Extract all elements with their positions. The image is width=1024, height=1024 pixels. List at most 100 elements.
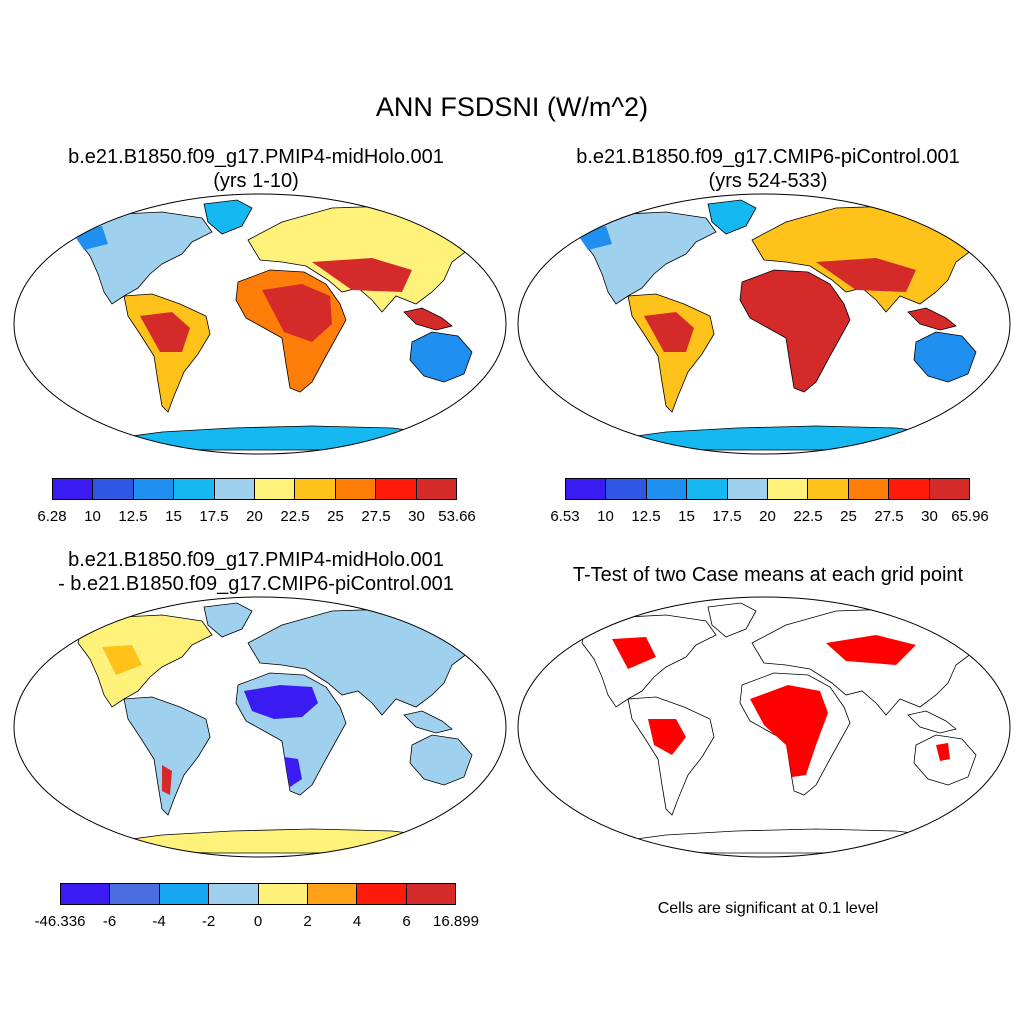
colorbar-tick-label: 4 [352, 913, 362, 930]
colorbar-tick-label: -2 [201, 913, 216, 930]
colorbar-tick-label: 27.5 [874, 508, 904, 525]
colorbar-cell [174, 479, 215, 499]
colorbar-cell [808, 479, 849, 499]
colorbar-cell [687, 479, 728, 499]
map-border [517, 193, 1011, 455]
colorbar-tick-label: 22.5 [793, 508, 823, 525]
region-asia-high [312, 258, 412, 292]
colorbar-cell [307, 884, 358, 904]
panel-title-midholo-line1: b.e21.B1850.f09_g17.PMIP4-midHolo.001 [68, 146, 444, 168]
colorbar-cell [61, 884, 111, 904]
colorbar-tick-label: -46.336 [34, 913, 86, 930]
colorbar-tick-label: 30 [921, 508, 938, 525]
panel-title-difference-line1: b.e21.B1850.f09_g17.PMIP4-midHolo.001 [68, 549, 444, 571]
significant-region [750, 685, 828, 777]
land-namerica [581, 614, 717, 708]
colorbar-midholo [52, 478, 457, 500]
colorbar-cell [406, 884, 455, 904]
colorbar-tick-label: 25 [840, 508, 857, 525]
colorbar-cell [93, 479, 134, 499]
colorbar-tick-label: 20 [759, 508, 776, 525]
region-north-america-high [102, 645, 142, 675]
significant-region [826, 635, 916, 665]
colorbar-cell [727, 479, 769, 499]
colorbar-tick-label: 25 [327, 508, 344, 525]
colorbar-cell [255, 479, 296, 499]
colorbar-tick-label: -6 [102, 913, 117, 930]
colorbar-cell [295, 479, 336, 499]
land-greenland [707, 199, 757, 235]
colorbar-cell [335, 479, 377, 499]
colorbar-tick-label: 2 [303, 913, 312, 930]
colorbar-ticks-midholo: 6.28 10 12.5 15 17.5 20 22.5 25 27.5 30 53.66 [37, 508, 475, 528]
land-greenland [707, 602, 757, 638]
land-namerica [77, 614, 213, 708]
colorbar-tick-label: 17.5 [199, 508, 229, 525]
colorbar-tick-label: 6.28 [37, 508, 67, 525]
colorbar-tick-label: 12.5 [631, 508, 661, 525]
land-australia [409, 734, 473, 786]
colorbar-tick-label: 17.5 [712, 508, 742, 525]
colorbar-tick-label: 12.5 [118, 508, 148, 525]
significant-region [648, 719, 686, 755]
map-border [13, 596, 507, 858]
panel-title-midholo-line2: (yrs 1-10) [213, 170, 299, 192]
significance-note: Cells are significant at 0.1 level [657, 900, 879, 917]
region-amazon-high [140, 312, 190, 352]
figure-title: ANN FSDSNI (W/m^2) [375, 92, 649, 122]
colorbar-cell [258, 884, 308, 904]
panel-title-midholo: b.e21.B1850.f09_g17.PMIP4-midHolo.001 (y… [0, 145, 512, 193]
colorbar-tick-label: 15 [165, 508, 182, 525]
land-islands [907, 710, 957, 734]
panel-title-ttest-line1: T-Test of two Case means at each grid po… [572, 564, 964, 586]
colorbar-tick-label: -4 [152, 913, 166, 930]
colorbar-cell [110, 884, 160, 904]
colorbar-tick-label: 20 [246, 508, 263, 525]
colorbar-tick-label: 0 [253, 913, 263, 930]
land-samerica [627, 696, 715, 816]
region-sahel-low [244, 685, 318, 719]
region-asia-high [816, 258, 916, 292]
significant-region [612, 637, 656, 669]
colorbar-difference [60, 883, 456, 905]
map-border [13, 193, 507, 455]
colorbar-cell [214, 479, 256, 499]
colorbar-tick-label: 22.5 [280, 508, 310, 525]
land-australia [913, 331, 977, 383]
colorbar-tick-label: 65.96 [951, 508, 989, 525]
region-argentina-high [162, 765, 172, 795]
panel-title-picontrol: b.e21.B1850.f09_g17.CMIP6-piControl.001 … [512, 145, 1024, 193]
colorbar-tick-label: 6 [402, 913, 411, 930]
colorbar-tick-label: 53.66 [438, 508, 476, 525]
panel-title-difference: b.e21.B1850.f09_g17.PMIP4-midHolo.001 - … [0, 548, 512, 596]
region-sahara-high [262, 284, 332, 342]
colorbar-cell [357, 884, 407, 904]
land-greenland [203, 199, 253, 235]
colorbar-tick-label: 6.53 [550, 508, 580, 525]
land-greenland [203, 602, 253, 638]
land-islands [403, 307, 453, 331]
colorbar-tick-label: 10 [597, 508, 614, 525]
region-amazon-high [644, 312, 694, 352]
colorbar-cell [133, 479, 175, 499]
region-sahara-high [766, 284, 836, 342]
land-namerica [77, 211, 213, 305]
colorbar-cell [209, 884, 259, 904]
colorbar-ticks-picontrol: 6.53 10 12.5 15 17.5 20 22.5 25 27.5 30 65.96 [550, 508, 988, 528]
colorbar-tick-label: 27.5 [361, 508, 391, 525]
colorbar-tick-label: 30 [408, 508, 425, 525]
colorbar-cell [376, 479, 417, 499]
panel-title-picontrol-line1: b.e21.B1850.f09_g17.CMIP6-piControl.001 [576, 146, 960, 168]
panel-title-picontrol-line2: (yrs 524-533) [708, 170, 828, 192]
colorbar-cell [416, 479, 457, 499]
colorbar-cell [53, 479, 94, 499]
colorbar-cell [848, 479, 890, 499]
panel-title-difference-line2: - b.e21.B1850.f09_g17.CMIP6-piControl.00… [58, 573, 454, 595]
colorbar-cell [929, 479, 970, 499]
land-namerica [581, 211, 717, 305]
colorbar-cell [889, 479, 930, 499]
colorbar-picontrol [565, 478, 970, 500]
land-australia [409, 331, 473, 383]
colorbar-tick-label: 10 [84, 508, 101, 525]
region-southern-africa-low [284, 757, 302, 787]
